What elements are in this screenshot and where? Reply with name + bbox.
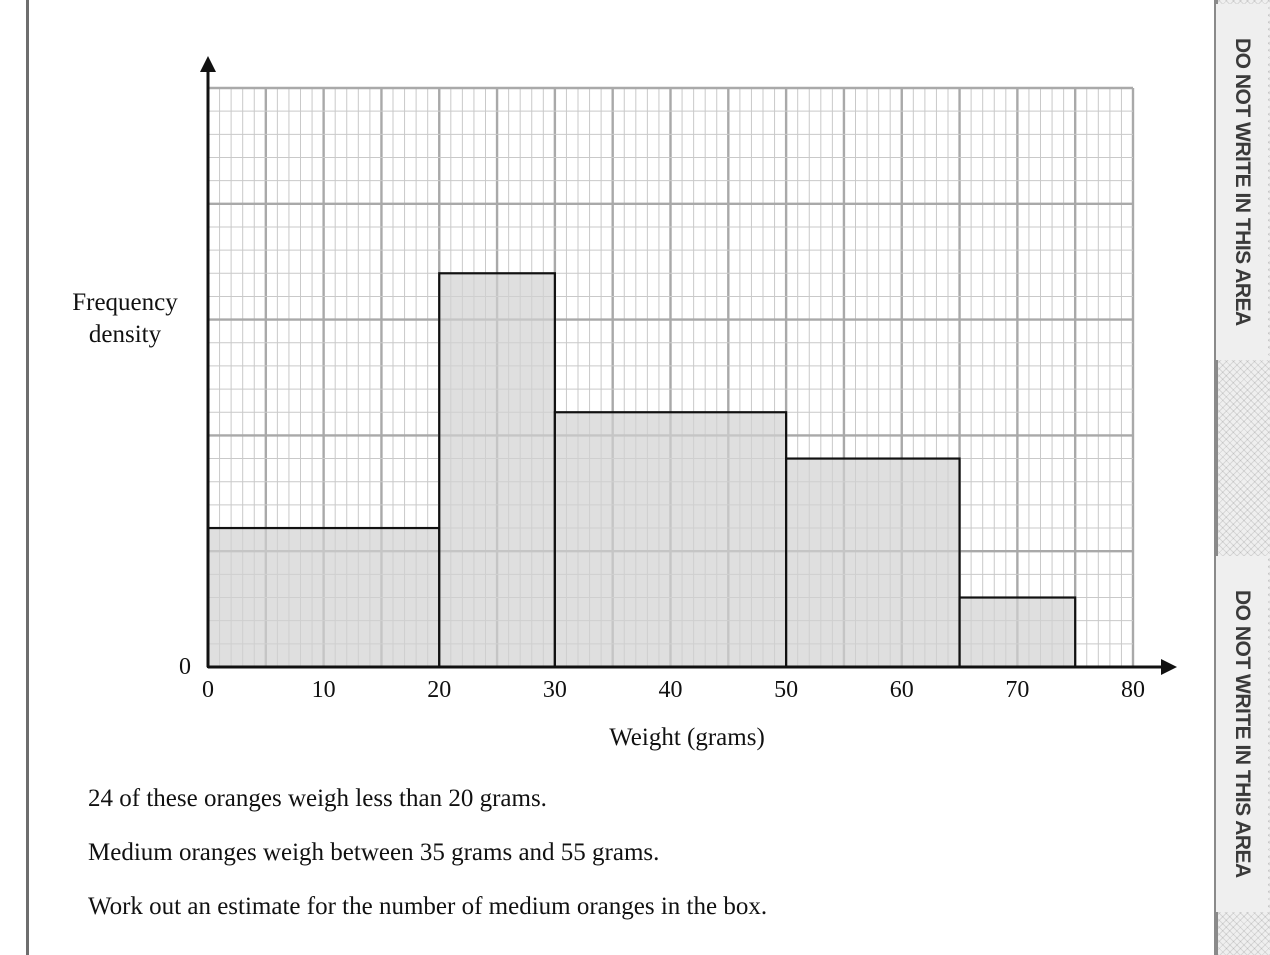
question-line-1: 24 of these oranges weigh less than 20 g… [88, 785, 547, 812]
x-axis-arrowhead [1161, 659, 1177, 675]
histogram-bar [785, 457, 961, 669]
x-tick-label: 80 [1121, 677, 1145, 703]
do-not-write-notice-bottom: DO NOT WRITE IN THIS AREA [1216, 556, 1268, 912]
x-tick-label: 20 [427, 677, 451, 703]
y-axis-label: Frequency density [72, 289, 178, 348]
x-axis-label: Weight (grams) [609, 724, 765, 751]
do-not-write-notice-top: DO NOT WRITE IN THIS AREA [1216, 4, 1268, 360]
histogram-bar [958, 596, 1077, 669]
x-tick-labels: 0 10 20 30 40 50 60 70 80 [202, 677, 1145, 703]
histogram-chart: 0 10 20 30 40 50 60 70 80 0 Weight (grams) [179, 56, 1177, 751]
y-tick-label: 0 [179, 654, 191, 680]
x-tick-label: 50 [774, 677, 798, 703]
x-tick-label: 30 [543, 677, 567, 703]
x-tick-label: 10 [312, 677, 336, 703]
axes [200, 56, 1177, 675]
question-line-2: Medium oranges weigh between 35 grams an… [88, 839, 660, 866]
question-line-3: Work out an estimate for the number of m… [88, 893, 768, 920]
histogram-bar [206, 526, 441, 669]
histogram-bar [438, 272, 556, 669]
x-tick-label: 60 [890, 677, 914, 703]
histogram-bars [206, 272, 1077, 669]
x-tick-label: 40 [659, 677, 683, 703]
y-axis-arrowhead [200, 56, 216, 72]
x-tick-label: 0 [202, 677, 214, 703]
histogram-bar [553, 411, 788, 669]
page-left-rule [26, 0, 29, 955]
x-tick-label: 70 [1005, 677, 1029, 703]
